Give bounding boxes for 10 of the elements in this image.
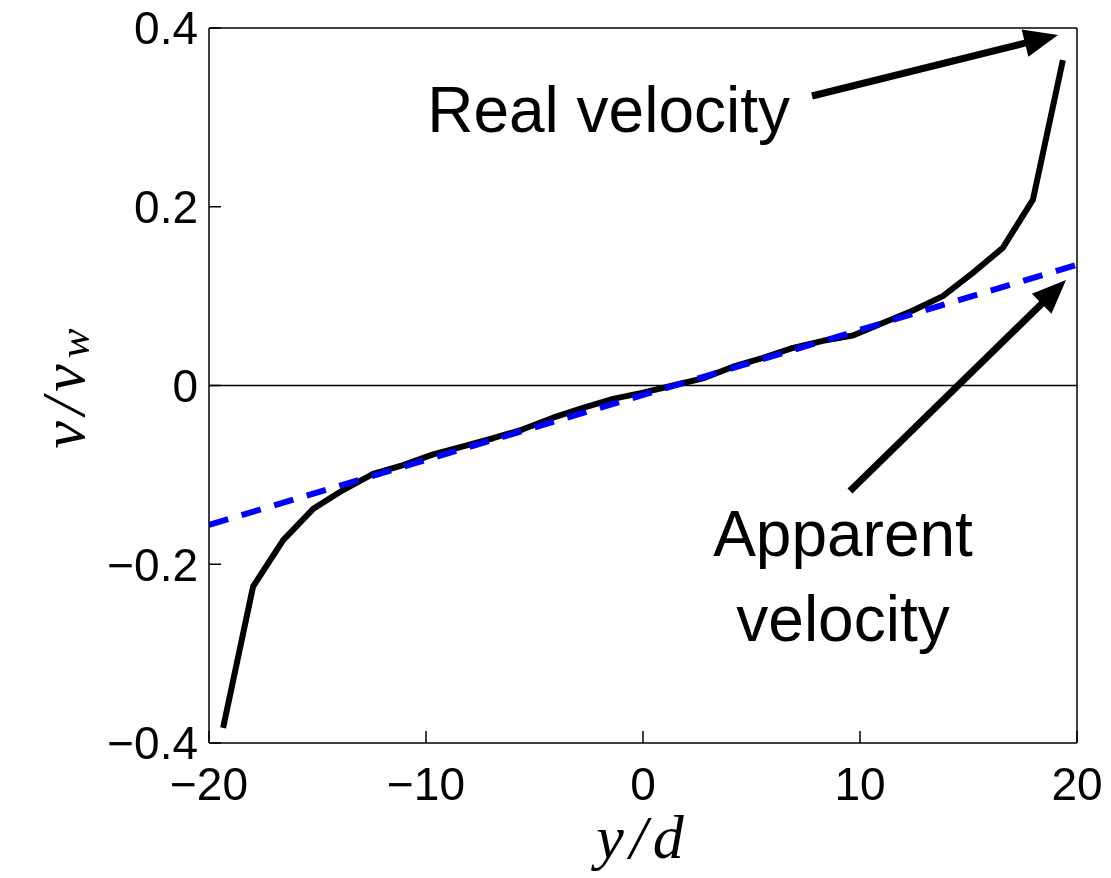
y-tick-label: −0.2 <box>107 538 198 591</box>
y-tick-label: −0.4 <box>107 717 198 770</box>
y-tick-label: 0.4 <box>134 2 198 55</box>
x-tick-label: 20 <box>1051 757 1103 810</box>
x-tick-label: 10 <box>834 757 886 810</box>
x-tick-label: −10 <box>386 757 466 810</box>
y-tick-label: 0.2 <box>134 181 198 234</box>
annotation: Real velocity <box>427 74 790 146</box>
annotation: Apparent velocity <box>713 498 974 655</box>
y-tick-label: 0 <box>172 359 198 412</box>
